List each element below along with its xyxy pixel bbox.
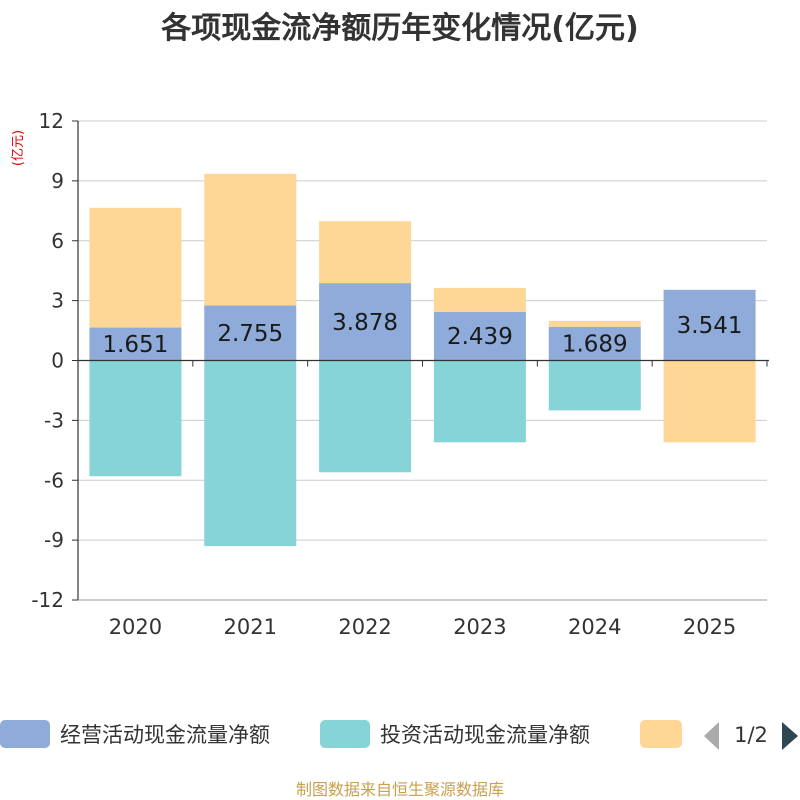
- y-tick-label: -12: [31, 588, 64, 612]
- y-tick-label: 12: [39, 109, 64, 133]
- bar-third-2025[interactable]: [663, 360, 756, 443]
- bar-operating-2023[interactable]: [433, 311, 526, 361]
- legend-swatch-investing: [320, 720, 370, 748]
- bar-investing-2020[interactable]: [89, 360, 182, 477]
- y-tick-label: 6: [51, 229, 64, 253]
- data-labels: 1.651 2.755 3.878 2.439 1.689 3.541: [102, 310, 742, 358]
- legend-item-third[interactable]: [640, 720, 682, 748]
- legend-item-operating[interactable]: 经营活动现金流量净额: [0, 720, 270, 748]
- bar-operating-2020[interactable]: [89, 327, 182, 361]
- x-tick-label: 2022: [338, 615, 391, 639]
- bar-investing-2023[interactable]: [433, 360, 526, 443]
- pager-next-icon[interactable]: [782, 722, 798, 750]
- bar-investing-2022[interactable]: [319, 360, 412, 473]
- bar-operating-2021[interactable]: [204, 305, 297, 361]
- legend-swatch-third: [640, 720, 682, 748]
- x-tick-label: 2021: [224, 615, 277, 639]
- bar-third-2024[interactable]: [548, 320, 641, 327]
- y-tick-label: -9: [44, 528, 64, 552]
- bar-investing-2024[interactable]: [548, 360, 641, 411]
- x-tick-label: 2023: [453, 615, 506, 639]
- bar-investing-2021[interactable]: [204, 360, 297, 547]
- bar-third-2021[interactable]: [204, 173, 297, 306]
- bar-operating-2022[interactable]: [319, 283, 412, 361]
- data-label: 3.878: [332, 310, 398, 336]
- bar-operating-2025[interactable]: [663, 289, 756, 361]
- x-tick-label: 2020: [109, 615, 162, 639]
- y-tick-label: 9: [51, 169, 64, 193]
- bar-third-2022[interactable]: [319, 221, 412, 284]
- pager-text: 1/2: [734, 723, 768, 747]
- data-label: 1.651: [102, 332, 168, 358]
- y-axis-unit: (亿元): [11, 130, 26, 166]
- data-label: 2.755: [217, 321, 283, 347]
- source-note: 制图数据来自恒生聚源数据库: [296, 780, 504, 799]
- legend-label-investing: 投资活动现金流量净额: [380, 723, 590, 747]
- bar-operating-2024[interactable]: [548, 326, 641, 361]
- bars-layer: [89, 173, 756, 547]
- legend-item-investing[interactable]: 投资活动现金流量净额: [320, 720, 590, 748]
- x-tick-label: 2025: [683, 615, 736, 639]
- legend: 经营活动现金流量净额 投资活动现金流量净额 1/2: [0, 720, 798, 750]
- y-tick-label: 0: [51, 349, 64, 373]
- data-label: 3.541: [677, 313, 743, 339]
- x-tick-label: 2024: [568, 615, 621, 639]
- data-label: 2.439: [447, 324, 513, 350]
- data-label: 1.689: [562, 332, 628, 358]
- y-tick-label: -6: [44, 468, 64, 492]
- chart-title: 各项现金流净额历年变化情况(亿元): [160, 11, 638, 46]
- legend-label-operating: 经营活动现金流量净额: [60, 723, 270, 747]
- axes: 12 9 6 3 0 -3 -6 -9 -12 2020 2021 2022 2023 2024 2025: [31, 109, 769, 639]
- gridlines: [78, 120, 767, 601]
- legend-pager: 1/2: [704, 722, 798, 750]
- bar-third-2020[interactable]: [89, 207, 182, 328]
- legend-swatch-operating: [0, 720, 50, 748]
- bar-third-2023[interactable]: [433, 287, 526, 312]
- pager-prev-icon[interactable]: [704, 722, 719, 750]
- y-tick-label: 3: [51, 289, 64, 313]
- y-tick-label: -3: [44, 408, 64, 432]
